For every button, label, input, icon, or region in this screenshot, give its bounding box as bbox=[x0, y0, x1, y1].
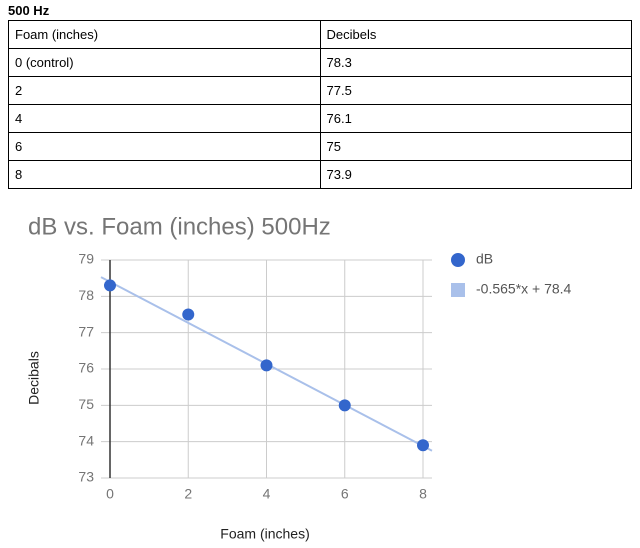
table-cell: 73.9 bbox=[319, 160, 632, 189]
point bbox=[103, 279, 116, 292]
point bbox=[260, 359, 273, 372]
table-row: 6 75 bbox=[8, 132, 632, 161]
x-tick-label: 2 bbox=[184, 486, 192, 502]
table-cell: 8 bbox=[8, 160, 321, 189]
x-axis-label: Foam (inches) bbox=[220, 526, 309, 542]
legend-marker bbox=[451, 253, 465, 267]
heading: 500 Hz bbox=[8, 3, 50, 18]
table-cell: 76.1 bbox=[319, 104, 632, 133]
table-row: 2 77.5 bbox=[8, 76, 632, 105]
y-tick-label: 77 bbox=[78, 323, 94, 339]
table-row: 0 (control) 78.3 bbox=[8, 48, 632, 77]
table-header: Foam (inches) Decibels bbox=[8, 20, 632, 49]
data-table: Foam (inches) Decibels 0 (control) 78.3 2 77.… bbox=[8, 20, 632, 189]
legend-label: -0.565*x + 78.4 bbox=[476, 281, 572, 297]
table-cell: 0 (control) bbox=[8, 48, 321, 77]
table-cell: 4 bbox=[8, 104, 321, 133]
table-cell: Decibels bbox=[319, 20, 632, 49]
x-tick-label: 4 bbox=[263, 486, 271, 502]
table-row: 4 76.1 bbox=[8, 104, 632, 133]
point bbox=[338, 399, 351, 412]
y-tick-label: 76 bbox=[78, 360, 94, 376]
table-cell: 75 bbox=[319, 132, 632, 161]
point bbox=[417, 439, 430, 452]
legend-marker bbox=[451, 283, 465, 297]
table-row: 8 73.9 bbox=[8, 160, 632, 189]
x-tick-label: 8 bbox=[419, 486, 427, 502]
point bbox=[182, 308, 195, 321]
x-tick-label: 0 bbox=[106, 486, 114, 502]
y-tick-label: 78 bbox=[78, 287, 94, 303]
y-tick-label: 79 bbox=[78, 251, 94, 267]
table-cell: Foam (inches) bbox=[8, 20, 321, 49]
x-tick-label: 6 bbox=[341, 486, 349, 502]
y-tick-label: 75 bbox=[78, 396, 94, 412]
y-tick-label: 73 bbox=[78, 469, 94, 485]
y-axis-label: Decibals bbox=[26, 351, 42, 405]
y-tick-label: 74 bbox=[78, 432, 94, 448]
chart-title: dB vs. Foam (inches) 500Hz bbox=[28, 213, 331, 240]
legend-label: dB bbox=[476, 251, 493, 267]
